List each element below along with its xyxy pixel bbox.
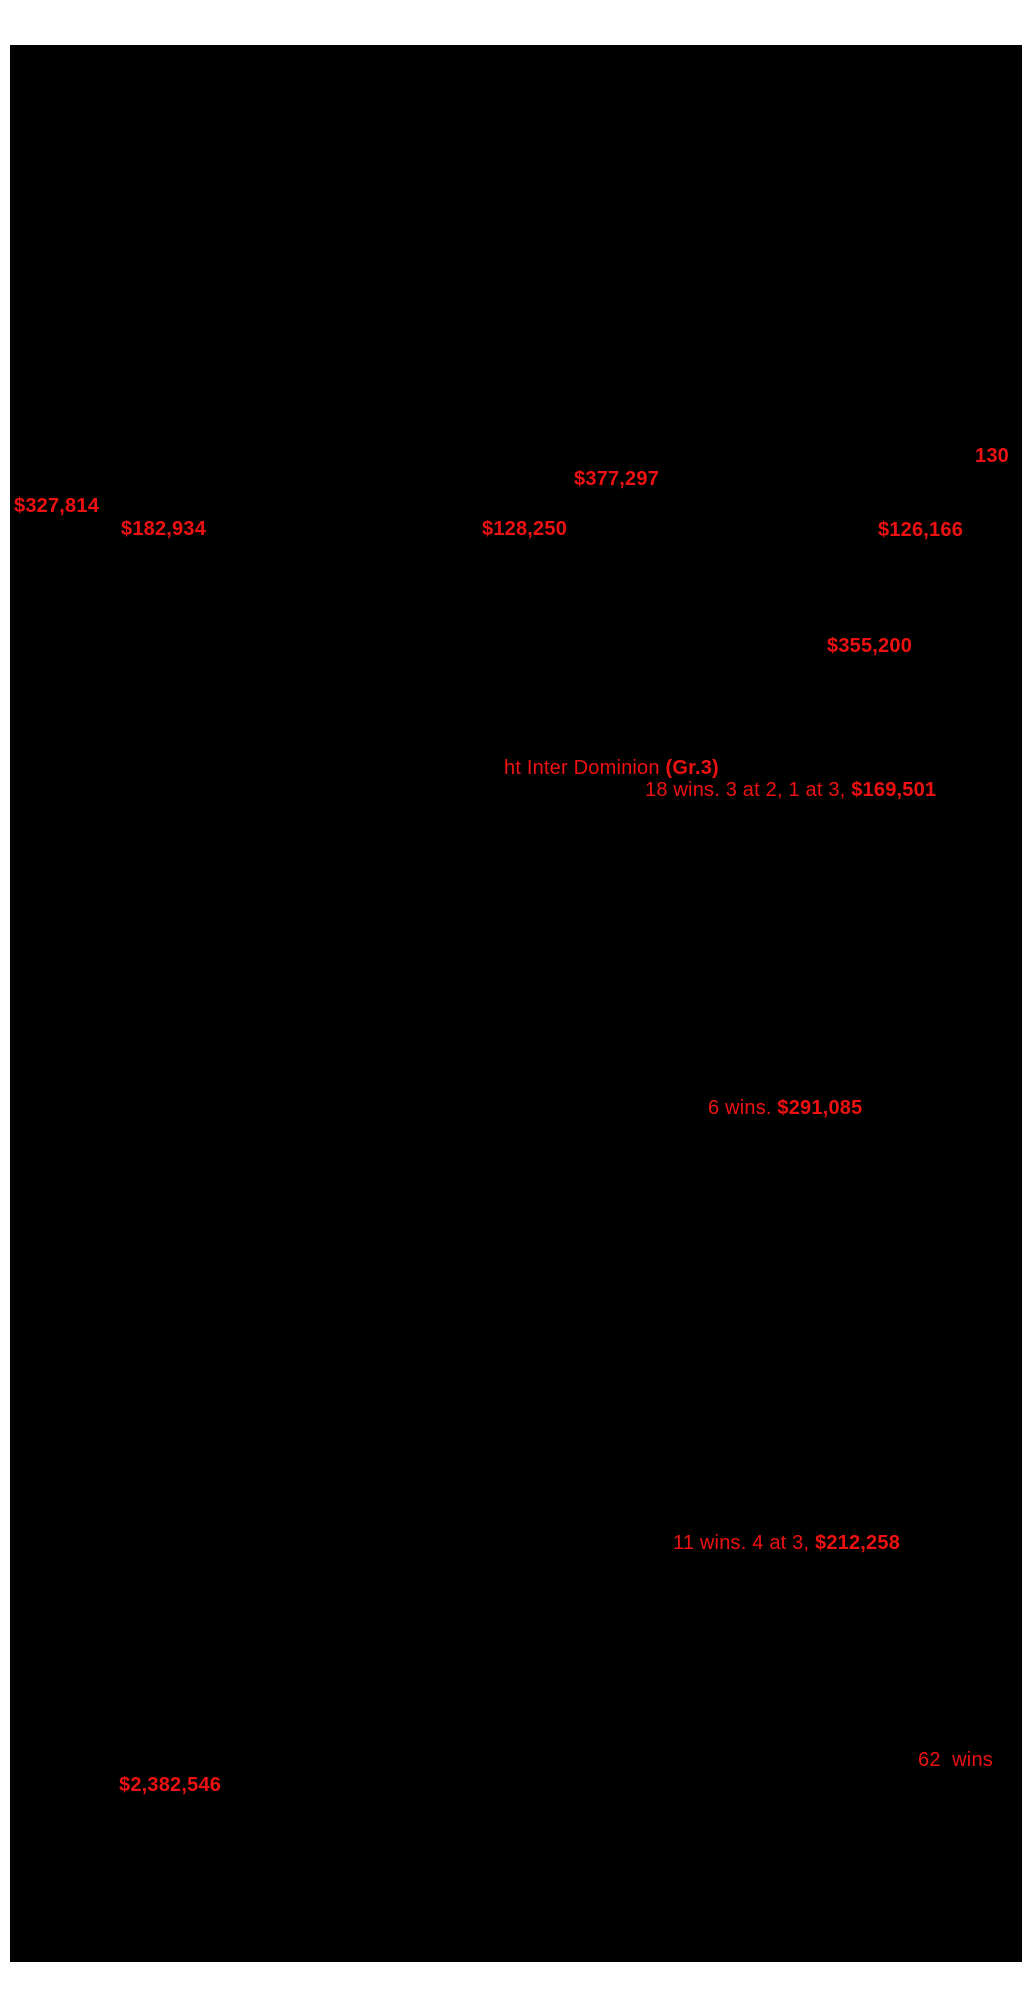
race-record-2-text: 6 wins. — [708, 1097, 778, 1119]
race-record-1-text: 18 wins. 3 at 2, 1 at 3, — [645, 779, 852, 801]
race-record-2-earnings: $291,085 — [777, 1097, 863, 1119]
redacted-content-block: 130 $377,297 $327,814 $182,934 $128,250 … — [10, 45, 1022, 1962]
earnings-highlight-e: $126,166 — [878, 519, 964, 541]
stakes-race-line: ht Inter Dominion (Gr.3) — [504, 757, 719, 779]
earnings-total-highlight: $2,382,546 — [119, 1774, 222, 1796]
earnings-highlight-a: $377,297 — [574, 468, 660, 490]
race-record-3-earnings: $212,258 — [815, 1532, 901, 1554]
page-number: 130 — [975, 445, 1009, 467]
race-record-1-earnings: $169,501 — [851, 779, 937, 801]
race-record-line-2: 6 wins. $291,085 — [708, 1097, 862, 1119]
race-record-line-3: 11 wins. 4 at 3, $212,258 — [673, 1532, 900, 1554]
earnings-highlight-b: $327,814 — [14, 495, 100, 517]
race-record-3-text: 11 wins. 4 at 3, — [673, 1532, 815, 1554]
stakes-race-name-fragment: ht Inter Dominion — [504, 757, 666, 779]
race-record-line-1: 18 wins. 3 at 2, 1 at 3, $169,501 — [645, 779, 936, 801]
stakes-race-group-tag: (Gr.3) — [665, 757, 719, 779]
earnings-highlight-f: $355,200 — [827, 635, 913, 657]
earnings-highlight-c: $182,934 — [121, 518, 207, 540]
race-record-wins-count: 62 wins — [918, 1749, 993, 1771]
earnings-highlight-d: $128,250 — [482, 518, 568, 540]
